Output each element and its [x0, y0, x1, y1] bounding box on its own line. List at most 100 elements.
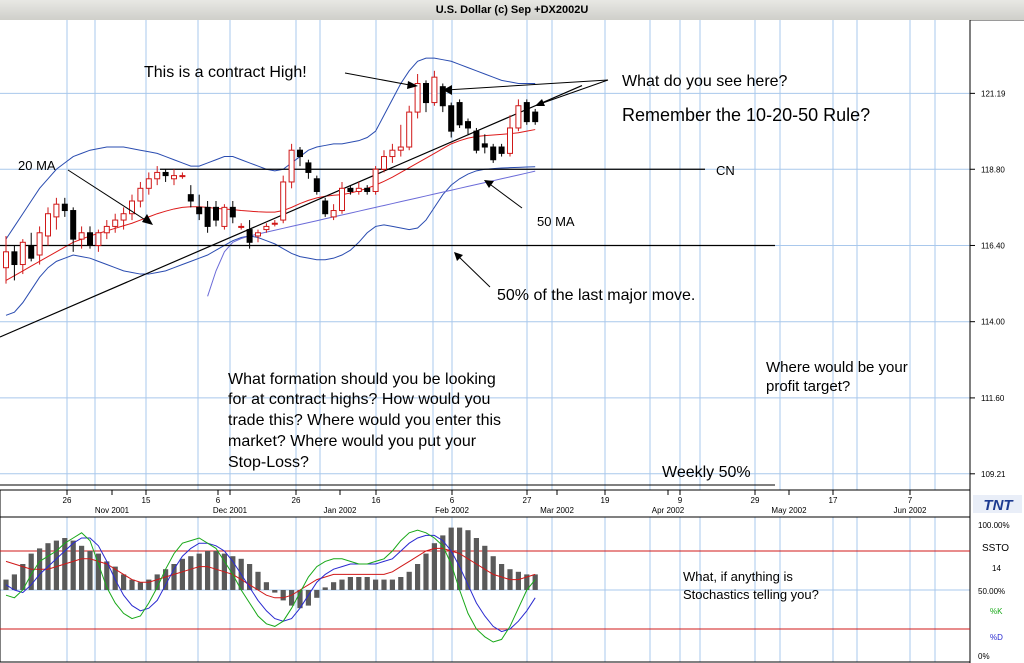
- candle: [372, 166, 379, 195]
- candle-body: [465, 121, 471, 129]
- candle-body: [19, 241, 26, 266]
- candle-body: [297, 149, 303, 158]
- stoch-tick-label: SSTO: [982, 543, 1009, 554]
- stoch-histogram-bar: [431, 543, 437, 590]
- candle: [288, 143, 295, 189]
- stoch-histogram-bar: [415, 564, 421, 590]
- stoch-histogram-bar: [205, 551, 211, 590]
- stoch-histogram-bar: [322, 587, 328, 590]
- trendline: [0, 84, 583, 338]
- candle-body: [87, 232, 93, 246]
- candle-body: [381, 156, 387, 170]
- candle: [11, 245, 18, 281]
- candle-body: [229, 206, 236, 218]
- stoch-histogram-bar: [532, 574, 538, 590]
- candle: [271, 220, 278, 227]
- candle: [87, 226, 93, 249]
- arrow-fifty: [455, 253, 491, 288]
- annotation-cn: CN: [716, 163, 735, 178]
- candle-body: [355, 187, 362, 192]
- candle: [70, 207, 77, 252]
- candle-body: [414, 83, 421, 113]
- stoch-histogram-bar: [490, 556, 496, 590]
- candle: [305, 159, 312, 179]
- candle: [313, 175, 320, 195]
- annotation-what-see: What do you see here?: [622, 73, 788, 90]
- candle: [280, 175, 287, 224]
- candle: [204, 201, 211, 233]
- candle: [213, 201, 219, 227]
- stoch-tick-label: 100.00%: [978, 521, 1010, 530]
- stoch-histogram-bar: [272, 590, 278, 593]
- stoch-histogram-bar: [53, 540, 59, 590]
- candle: [347, 185, 354, 195]
- candle-body: [490, 146, 497, 161]
- candle-body: [154, 171, 161, 180]
- candle-body: [339, 187, 345, 212]
- candle: [414, 73, 421, 119]
- stoch-histogram-bar: [230, 556, 236, 590]
- stoch-tick-label: %K: [990, 607, 1003, 616]
- candle: [28, 232, 35, 262]
- stoch-histogram-bar: [112, 566, 118, 590]
- stoch-histogram-bar: [247, 564, 253, 590]
- stoch-histogram-bar: [515, 571, 521, 590]
- stoch-histogram-bar: [347, 577, 353, 590]
- price-tick-label: 111.60: [981, 394, 1005, 403]
- candle: [364, 185, 371, 195]
- annotation-profit-1: Where would be your: [766, 359, 908, 376]
- candle-body: [129, 200, 135, 215]
- candle: [322, 197, 329, 217]
- candle: [439, 83, 446, 113]
- candle: [448, 102, 455, 138]
- stoch-histogram-bar: [95, 553, 101, 590]
- candle: [431, 70, 438, 106]
- candle-body: [196, 206, 203, 215]
- candle-body: [397, 146, 404, 151]
- arrow-contract-high: [344, 72, 416, 87]
- stoch-histogram-bar: [465, 530, 471, 590]
- date-tick-label: Dec 2001: [213, 506, 248, 515]
- annotation-fifty: 50% of the last major move.: [497, 287, 695, 304]
- stoch-d-line: [5, 534, 536, 633]
- date-tick-label: May 2002: [771, 506, 807, 515]
- stoch-histogram-bar: [289, 590, 295, 606]
- candle: [229, 201, 236, 224]
- candle: [423, 80, 429, 113]
- candle: [3, 235, 9, 284]
- stoch-histogram-bar: [213, 551, 219, 590]
- candle-body: [255, 232, 261, 237]
- annotation-question-1: What formation should you be looking: [228, 371, 496, 388]
- tnt-logo-text: TNT: [983, 497, 1014, 514]
- candle: [53, 197, 60, 230]
- candle-body: [28, 244, 35, 259]
- stoch-histogram-bar: [121, 574, 127, 590]
- annotation-rule: Remember the 10-20-50 Rule?: [622, 105, 870, 125]
- horizontal-levels: [0, 84, 775, 338]
- candle-body: [372, 168, 379, 192]
- candle: [397, 124, 404, 157]
- date-tick-label: Mar 2002: [540, 506, 574, 515]
- stoch-histogram-bar: [79, 545, 85, 590]
- candle: [389, 143, 396, 163]
- stoch-histogram-bar: [297, 590, 303, 609]
- date-tick-label: Apr 2002: [652, 506, 685, 515]
- candle: [129, 194, 135, 221]
- subpane-border: [0, 516, 971, 663]
- candle-body: [423, 83, 429, 104]
- stoch-histogram-bar: [154, 574, 160, 590]
- price-candles: [3, 70, 539, 284]
- candle: [507, 115, 513, 157]
- date-tick-label: 9: [678, 496, 683, 505]
- stoch-histogram-bar: [364, 577, 370, 590]
- stoch-histogram-bar: [389, 579, 395, 590]
- date-tick-label: Nov 2001: [95, 506, 130, 515]
- stoch-tick-label: 0%: [978, 652, 990, 661]
- date-tick-label: 19: [601, 496, 610, 505]
- candle: [187, 185, 194, 208]
- stoch-histogram-bar: [280, 590, 286, 601]
- candle-body: [364, 187, 371, 192]
- candle-body: [498, 146, 505, 154]
